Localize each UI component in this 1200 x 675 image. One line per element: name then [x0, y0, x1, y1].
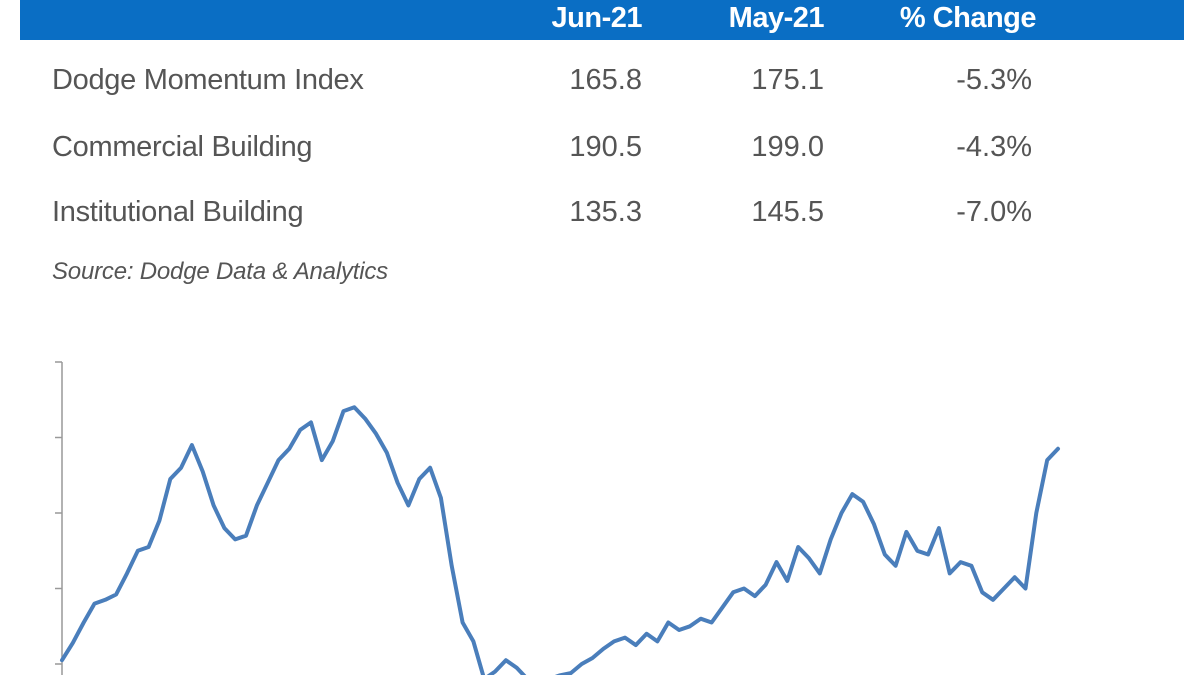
col-header-pct-change: % Change [899, 2, 1037, 34]
may-value: 175.1 [751, 64, 824, 96]
jun-value: 165.8 [569, 64, 642, 96]
may-value: 199.0 [751, 131, 824, 163]
row-label: Dodge Momentum Index [52, 64, 364, 96]
table-row: Institutional Building 135.3 145.5 -7.0% [0, 190, 1200, 234]
change-value: -5.3% [956, 64, 1032, 96]
table-header-bar [20, 0, 1184, 40]
row-label: Commercial Building [52, 131, 313, 163]
change-value: -7.0% [956, 196, 1032, 228]
jun-value: 190.5 [569, 131, 642, 163]
may-value: 145.5 [751, 196, 824, 228]
source-note: Source: Dodge Data & Analytics [52, 258, 388, 285]
col-header-may-21: May-21 [728, 2, 825, 34]
momentum-line-chart [55, 361, 1060, 675]
chart-y-axis [55, 361, 63, 675]
table-row: Commercial Building 190.5 199.0 -4.3% [0, 125, 1200, 169]
chart-series-group [60, 405, 1060, 675]
change-value: -4.3% [956, 131, 1032, 163]
row-label: Institutional Building [52, 196, 304, 228]
series-line [60, 405, 1060, 675]
jun-value: 135.3 [569, 196, 642, 228]
table-row: Dodge Momentum Index 165.8 175.1 -5.3% [0, 58, 1200, 102]
col-header-jun-21: Jun-21 [551, 2, 643, 34]
